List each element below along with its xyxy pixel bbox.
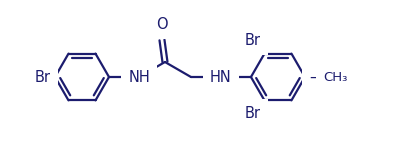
Text: Br: Br (244, 106, 261, 121)
Text: Br: Br (35, 69, 51, 85)
Text: CH₃: CH₃ (323, 71, 347, 83)
Text: —: — (309, 69, 324, 85)
Text: HN: HN (210, 69, 232, 85)
Text: NH: NH (128, 69, 150, 85)
Text: O: O (156, 17, 168, 32)
Text: Br: Br (244, 33, 261, 48)
